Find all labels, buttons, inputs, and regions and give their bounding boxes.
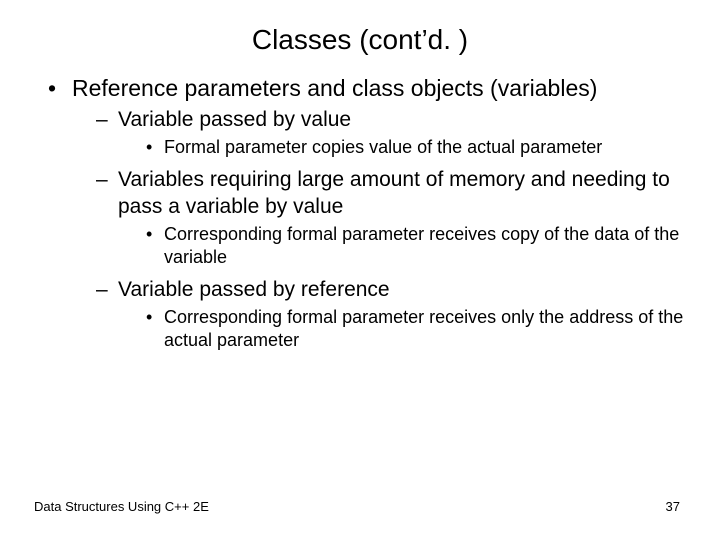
list-item: Variable passed by value Formal paramete… xyxy=(96,107,692,159)
bullet-text: Corresponding formal parameter receives … xyxy=(164,224,679,267)
bullet-text: Variables requiring large amount of memo… xyxy=(118,168,670,218)
bullet-list-lvl3: Formal parameter copies value of the act… xyxy=(118,136,692,159)
slide: Classes (cont’d. ) Reference parameters … xyxy=(0,0,720,540)
bullet-text: Variable passed by reference xyxy=(118,278,390,301)
bullet-list-lvl3: Corresponding formal parameter receives … xyxy=(118,223,692,269)
list-item: Corresponding formal parameter receives … xyxy=(146,306,692,352)
bullet-text: Corresponding formal parameter receives … xyxy=(164,307,683,350)
bullet-text: Reference parameters and class objects (… xyxy=(72,75,597,101)
bullet-list-lvl1: Reference parameters and class objects (… xyxy=(28,74,692,352)
page-number: 37 xyxy=(666,499,680,514)
bullet-text: Formal parameter copies value of the act… xyxy=(164,137,602,157)
list-item: Corresponding formal parameter receives … xyxy=(146,223,692,269)
bullet-list-lvl2: Variable passed by value Formal paramete… xyxy=(72,107,692,352)
list-item: Formal parameter copies value of the act… xyxy=(146,136,692,159)
footer-left: Data Structures Using C++ 2E xyxy=(34,499,209,514)
slide-title: Classes (cont’d. ) xyxy=(0,0,720,74)
list-item: Variable passed by reference Correspondi… xyxy=(96,277,692,352)
slide-content: Reference parameters and class objects (… xyxy=(0,74,720,352)
list-item: Variables requiring large amount of memo… xyxy=(96,167,692,269)
bullet-list-lvl3: Corresponding formal parameter receives … xyxy=(118,306,692,352)
list-item: Reference parameters and class objects (… xyxy=(48,74,692,352)
bullet-text: Variable passed by value xyxy=(118,108,351,131)
